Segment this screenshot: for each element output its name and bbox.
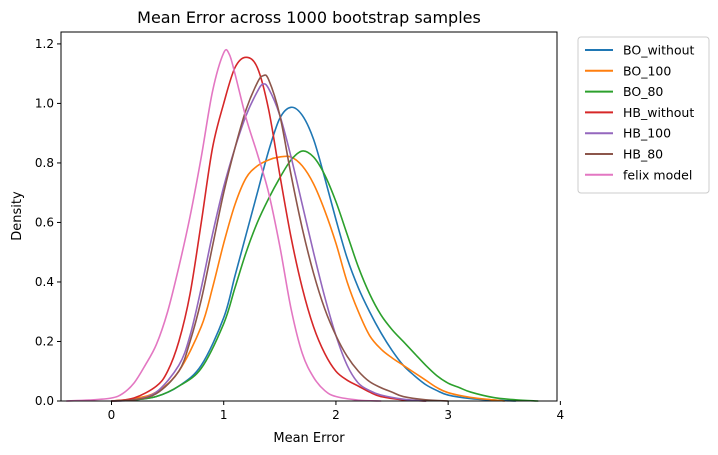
legend: BO_without BO_100 BO_80 HB_without HB_100 HB_… (577, 36, 710, 194)
x-axis-label: Mean Error (273, 431, 345, 446)
series-line-hb-without (110, 56, 427, 402)
y-tick-label: 0.2 (35, 334, 54, 348)
series-line-bo-100 (110, 155, 506, 402)
legend-label-hb-100: HB_100 (623, 126, 671, 141)
series-line-bo-80 (110, 150, 539, 402)
y-tick-label: 0.6 (35, 215, 54, 229)
legend-label-felix-model: felix model (623, 167, 692, 182)
plot-lines (65, 48, 539, 402)
legend-label-hb-without: HB_without (623, 105, 694, 120)
x-tick-label: 2 (332, 408, 340, 422)
legend-label-bo-without: BO_without (623, 43, 695, 58)
x-tick-label: 3 (444, 408, 452, 422)
legend-label-hb-80: HB_80 (623, 147, 663, 162)
series-line-bo-without (110, 106, 517, 402)
y-tick-label: 0.4 (35, 275, 54, 289)
x-tick-label: 4 (557, 408, 565, 422)
series-line-hb-80 (110, 74, 449, 402)
axes: 0 1 2 3 4 0.0 0.2 0.4 0.6 0.8 1.0 1.2 (35, 37, 564, 422)
y-tick-label: 0.0 (35, 394, 54, 408)
y-axis-label: Density (10, 191, 25, 241)
legend-label-bo-100: BO_100 (623, 63, 671, 78)
legend-label-bo-80: BO_80 (623, 84, 663, 99)
y-tick-label: 1.0 (35, 96, 54, 110)
series-line-felix-model (65, 48, 382, 402)
plot-frame (60, 31, 558, 402)
chart-title: Mean Error across 1000 bootstrap samples (137, 8, 481, 27)
y-tick-label: 1.2 (35, 37, 54, 51)
x-tick-label: 0 (108, 408, 116, 422)
series-line-hb-100 (110, 83, 427, 402)
x-tick-label: 1 (220, 408, 228, 422)
y-tick-label: 0.8 (35, 156, 54, 170)
